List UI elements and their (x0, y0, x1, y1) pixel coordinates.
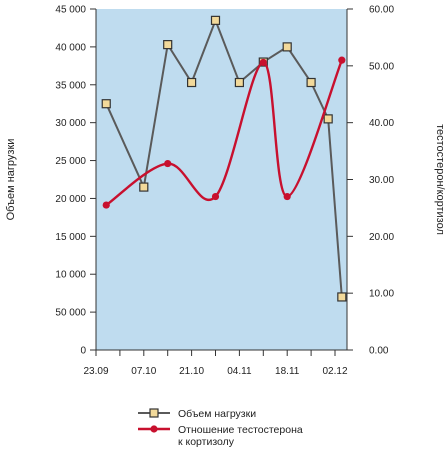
x-tick-label: 07.10 (131, 366, 156, 377)
legend-ratio-label-line2: к кортизолу (178, 436, 235, 448)
y-left-tick-label: 30 000 (55, 118, 86, 129)
series-ratio-point (211, 192, 220, 201)
series-volume-point (234, 77, 244, 88)
y-left-tick-label: 0 (80, 346, 86, 357)
y-right-tick-label: 20.00 (369, 232, 394, 243)
y-right-tick-label: 60.00 (369, 5, 394, 16)
plot-area (96, 9, 347, 350)
series-volume-point (139, 182, 149, 192)
y-right-tick-label: 10.00 (369, 289, 394, 300)
series-volume-point (306, 77, 316, 88)
series-volume-point (282, 42, 292, 52)
x-tick-label: 18.11 (275, 366, 300, 377)
series-ratio-point (259, 58, 267, 67)
legend-ratio-swatch-marker (150, 425, 158, 433)
x-tick-label: 02.12 (322, 366, 347, 377)
y-right-tick-label: 30.00 (369, 175, 394, 186)
y-right-tick-label: 50.00 (369, 61, 394, 72)
y-left-tick-label: 15 000 (55, 232, 86, 243)
x-tick-label: 04.11 (227, 366, 252, 377)
series-ratio-point (164, 159, 172, 168)
y-left-tick-label: 25 000 (55, 156, 86, 167)
y-right-tick-label: 0.00 (369, 346, 389, 357)
legend-ratio-label-line1: Отношение тестостерона (178, 424, 303, 436)
y-left-tick-label: 20 000 (55, 194, 86, 205)
y-left-tick-label: 40 000 (55, 42, 86, 53)
legend-volume-swatch-marker (149, 408, 159, 418)
y-left-tick-label: 50 000 (55, 308, 86, 319)
series-volume-point (337, 292, 347, 302)
series-volume-point (187, 77, 197, 88)
series-ratio-point (283, 192, 291, 201)
y-right-tick-label: 40.00 (369, 118, 394, 129)
series-ratio-point (338, 56, 346, 64)
x-tick-label: 23.09 (83, 366, 108, 377)
series-volume-point (163, 40, 173, 50)
legend-volume-label: Объем нагрузки (178, 408, 256, 420)
x-tick-label: 21.10 (179, 366, 204, 377)
y-axis-right-title: тестостерон/кортизол (434, 124, 446, 235)
y-left-tick-label: 10 000 (55, 270, 86, 281)
y-axis-left-title: Объем нагрузки (5, 139, 17, 221)
y-left-tick-label: 45 000 (55, 5, 86, 16)
y-left-tick-label: 35 000 (55, 80, 86, 91)
series-ratio-point (102, 201, 110, 209)
series-volume-point (210, 15, 221, 25)
series-volume-point (101, 99, 111, 109)
series-volume-point (323, 114, 333, 124)
